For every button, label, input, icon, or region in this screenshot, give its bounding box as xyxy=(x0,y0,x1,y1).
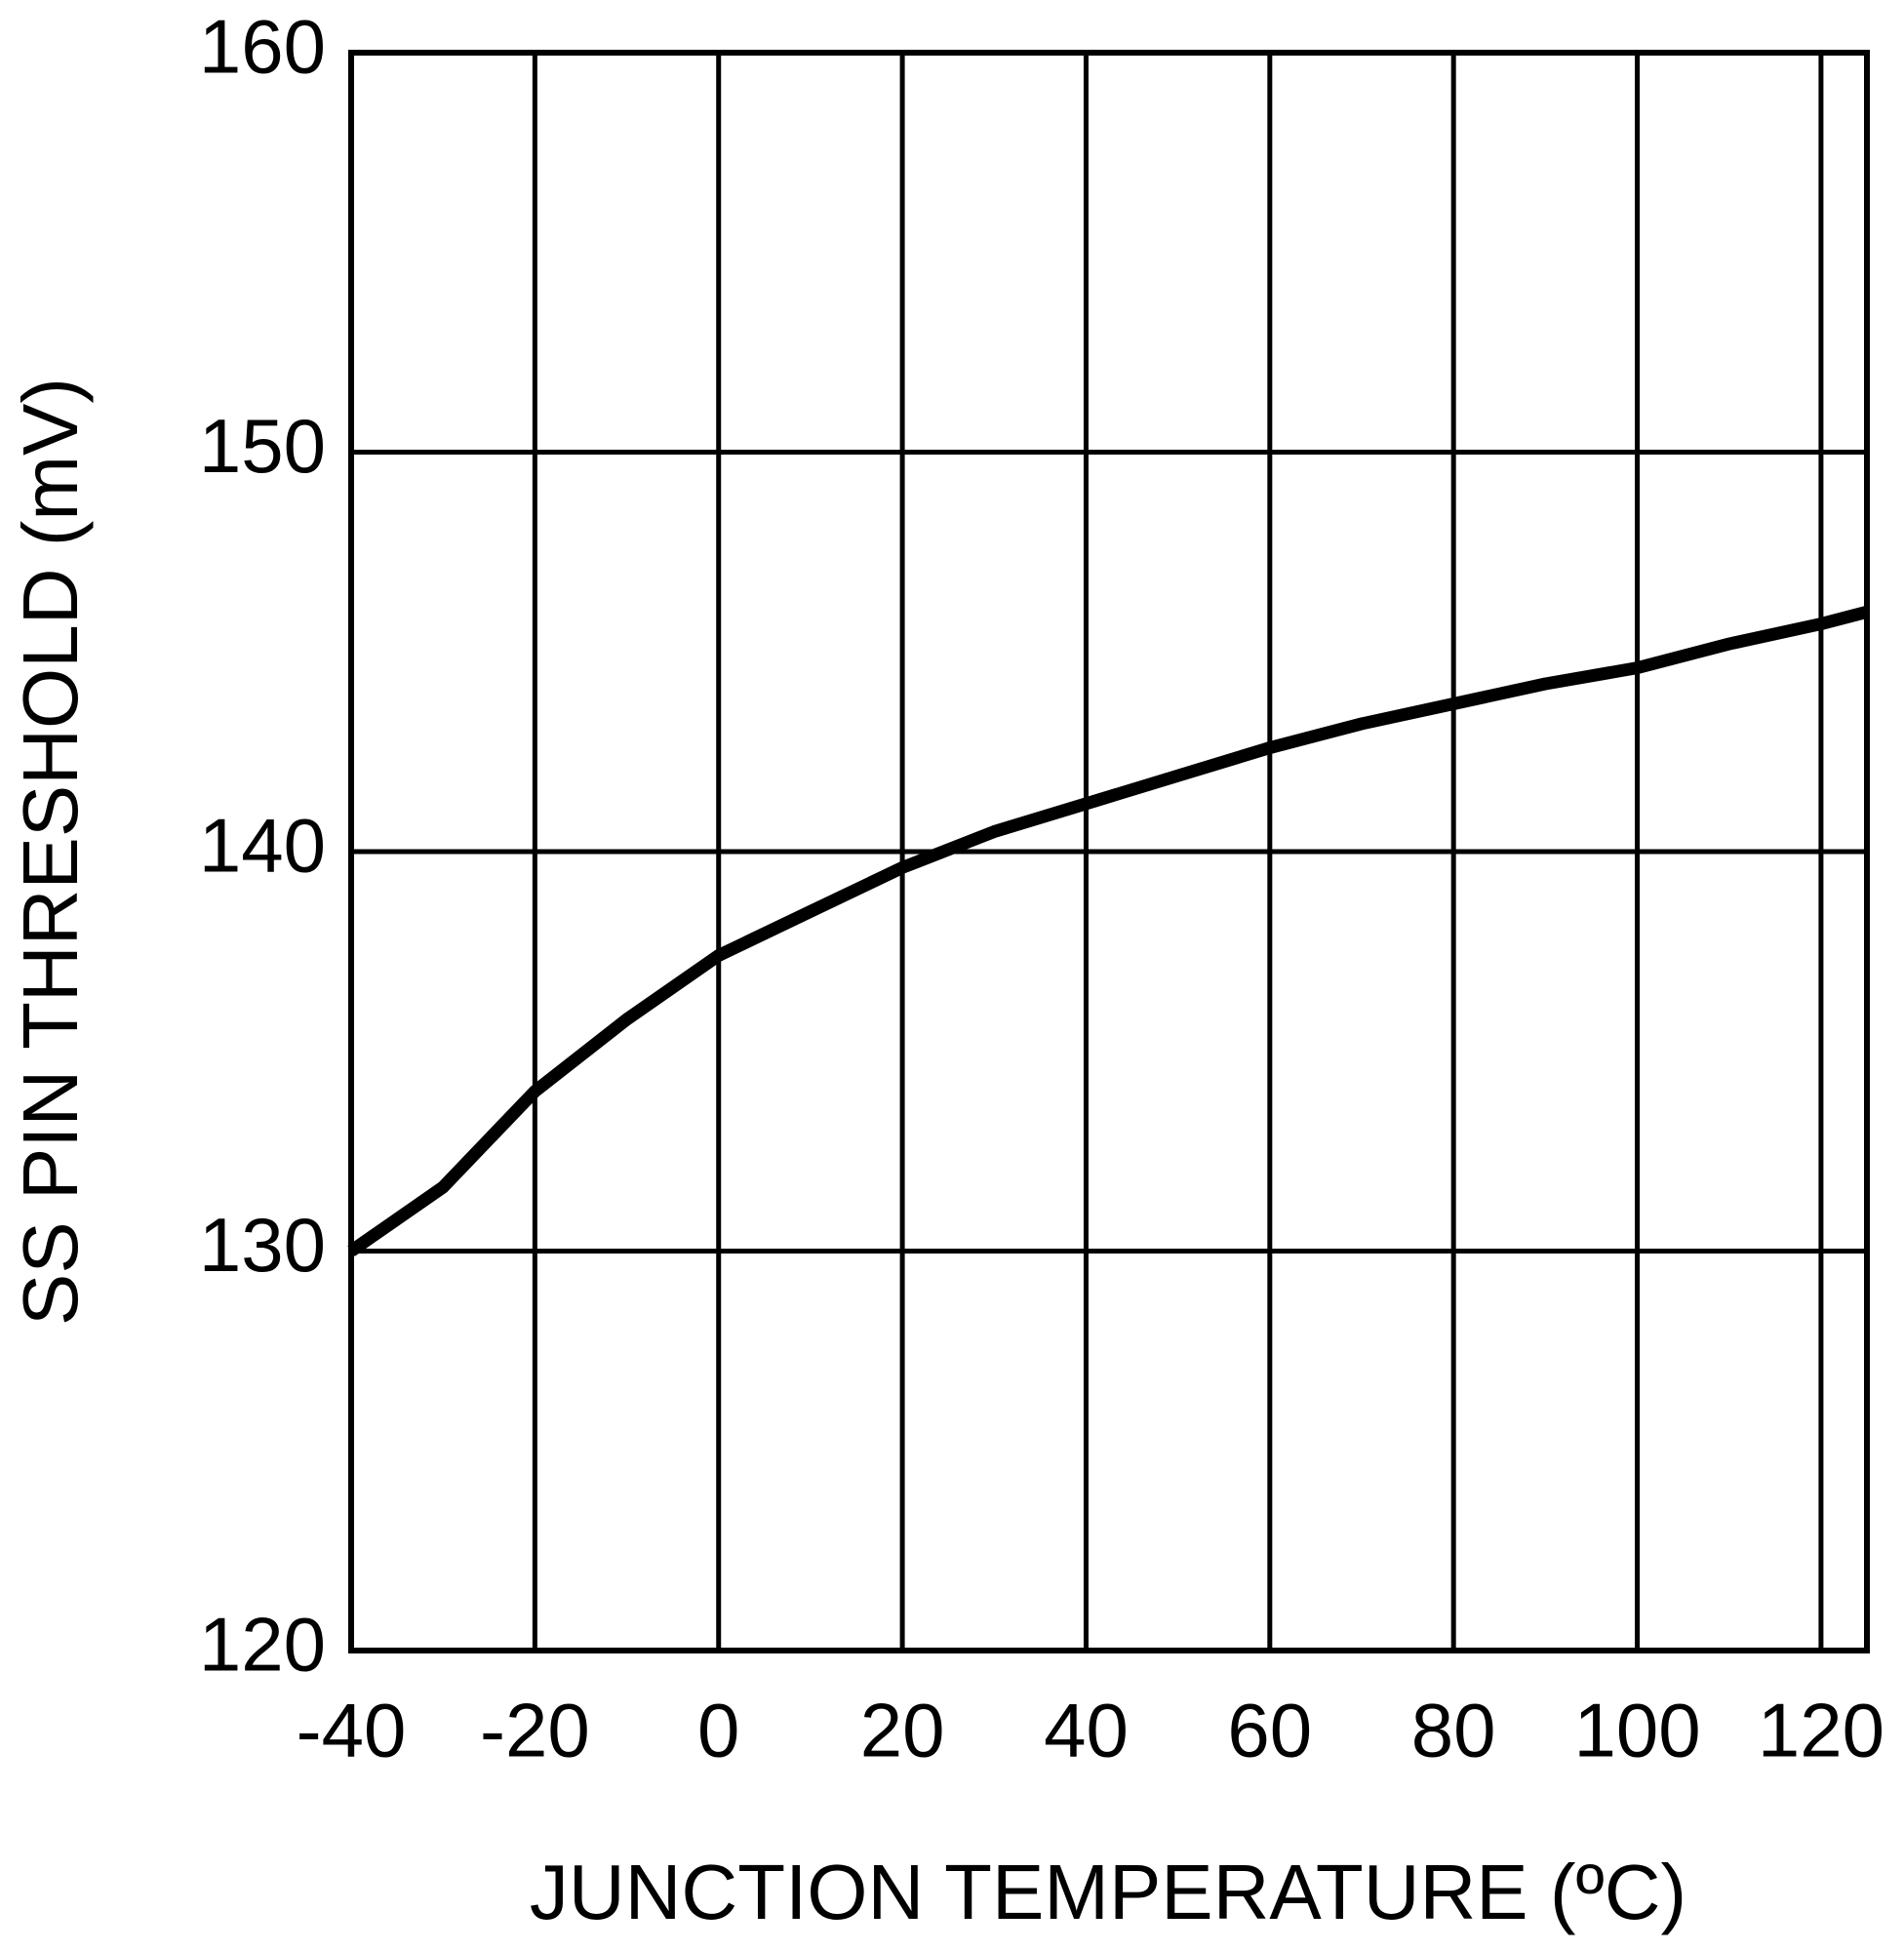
y-tick-label: 120 xyxy=(199,1602,326,1688)
x-tick-label: -40 xyxy=(297,1688,407,1773)
x-tick-label: 20 xyxy=(860,1688,945,1773)
x-tick-label: 40 xyxy=(1044,1688,1129,1773)
x-tick-label: 80 xyxy=(1411,1688,1496,1773)
y-tick-label: 130 xyxy=(199,1202,326,1288)
x-axis-title: JUNCTION TEMPERATURE (ºC) xyxy=(530,1849,1686,1935)
x-tick-label: -20 xyxy=(480,1688,590,1773)
y-tick-label: 140 xyxy=(199,803,326,889)
y-tick-label: 160 xyxy=(199,4,326,90)
x-tick-label: 100 xyxy=(1573,1688,1700,1773)
y-tick-label: 150 xyxy=(199,403,326,489)
data-line xyxy=(347,606,1869,1256)
plot-frame xyxy=(348,50,1870,1653)
y-axis-title: SS PIN THRESHOLD (mV) xyxy=(7,378,94,1326)
x-tick-label: 0 xyxy=(697,1688,739,1773)
x-tick-label: 120 xyxy=(1758,1688,1884,1773)
x-tick-label: 60 xyxy=(1227,1688,1312,1773)
